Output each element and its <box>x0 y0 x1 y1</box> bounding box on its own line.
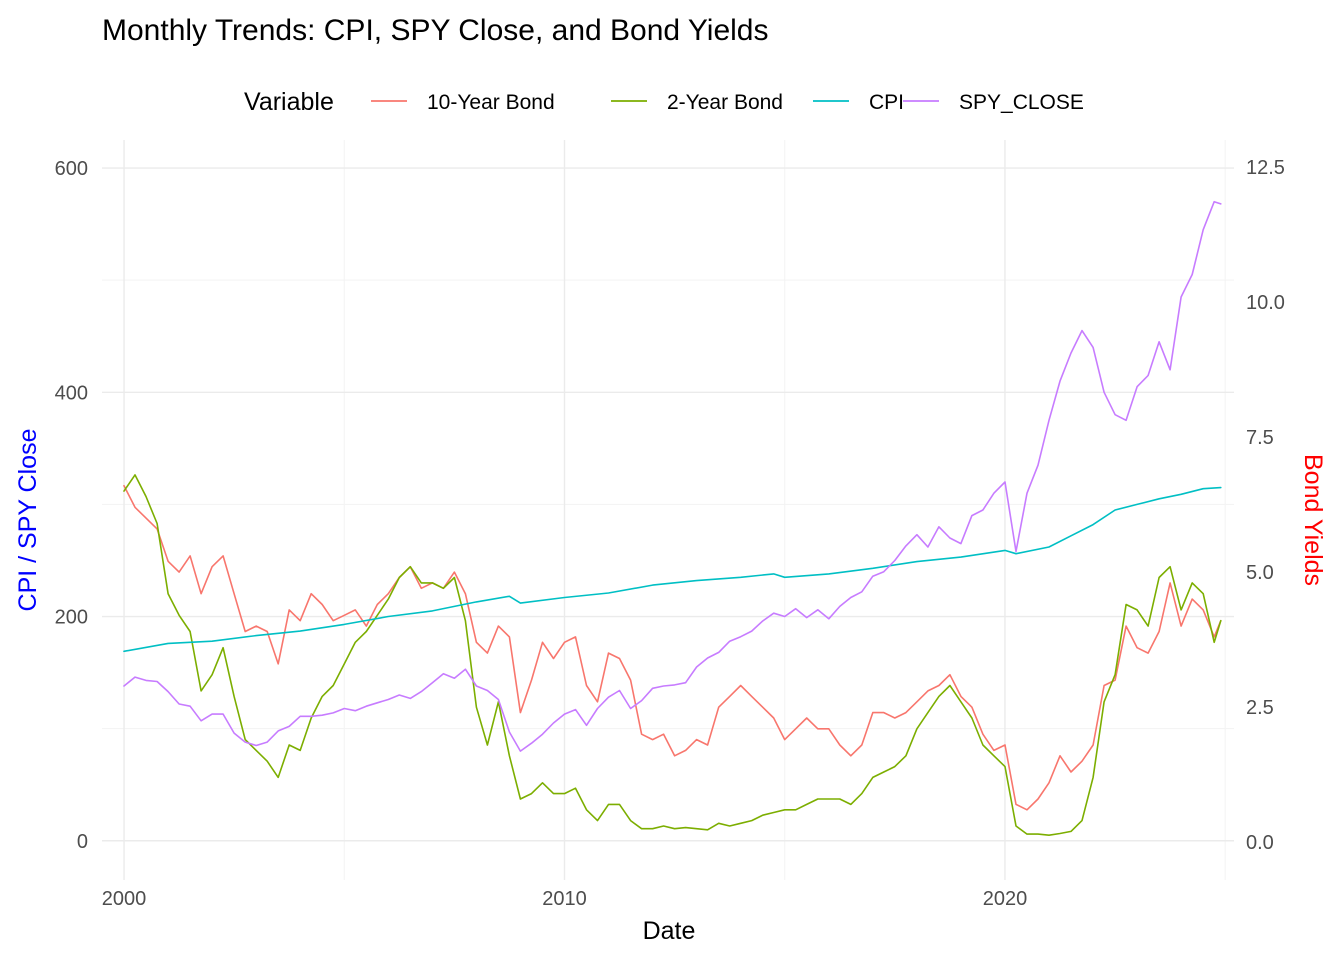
y-right-tick-label: 2.5 <box>1246 697 1274 719</box>
x-tick-label: 2020 <box>983 888 1028 910</box>
legend-label: CPI <box>869 91 904 114</box>
y-right-tick-label: 7.5 <box>1246 427 1274 449</box>
series-line-2-year-bond <box>123 474 1222 837</box>
y-right-tick-label: 10.0 <box>1246 292 1285 314</box>
series-line-10-year-bond <box>123 484 1222 811</box>
y-right-tick-label: 0.0 <box>1246 832 1274 854</box>
grid <box>102 140 1234 880</box>
series-line-cpi <box>123 486 1222 653</box>
series-line-spy-close <box>123 200 1222 752</box>
x-tick-label: 2010 <box>542 888 587 910</box>
legend-label: 2-Year Bond <box>667 91 783 114</box>
x-axis-title: Date <box>643 917 696 945</box>
y-axis-left-title: CPI / SPY Close <box>14 429 42 612</box>
y-axis-right-title: Bond Yields <box>1299 454 1327 586</box>
y-left-tick-label: 200 <box>55 607 88 629</box>
legend: Variable 10-Year Bond 2-Year Bond CPI SPY_C… <box>244 88 1084 116</box>
y-left-tick-label: 600 <box>55 158 88 180</box>
x-tick-label: 2000 <box>102 888 147 910</box>
legend-title: Variable <box>244 88 334 116</box>
legend-label: SPY_CLOSE <box>959 91 1084 114</box>
y-right-tick-label: 5.0 <box>1246 562 1274 584</box>
y-right-tick-label: 12.5 <box>1246 157 1285 179</box>
plot-area <box>123 200 1222 837</box>
y-left-tick-label: 0 <box>77 831 88 853</box>
chart-title: Monthly Trends: CPI, SPY Close, and Bond… <box>102 14 768 47</box>
legend-label: 10-Year Bond <box>427 91 555 114</box>
axes: 0 200 400 600 0.0 2.5 5.0 7.5 10.0 12.5 2000 2010 20… <box>55 157 1285 910</box>
y-left-tick-label: 400 <box>55 382 88 404</box>
